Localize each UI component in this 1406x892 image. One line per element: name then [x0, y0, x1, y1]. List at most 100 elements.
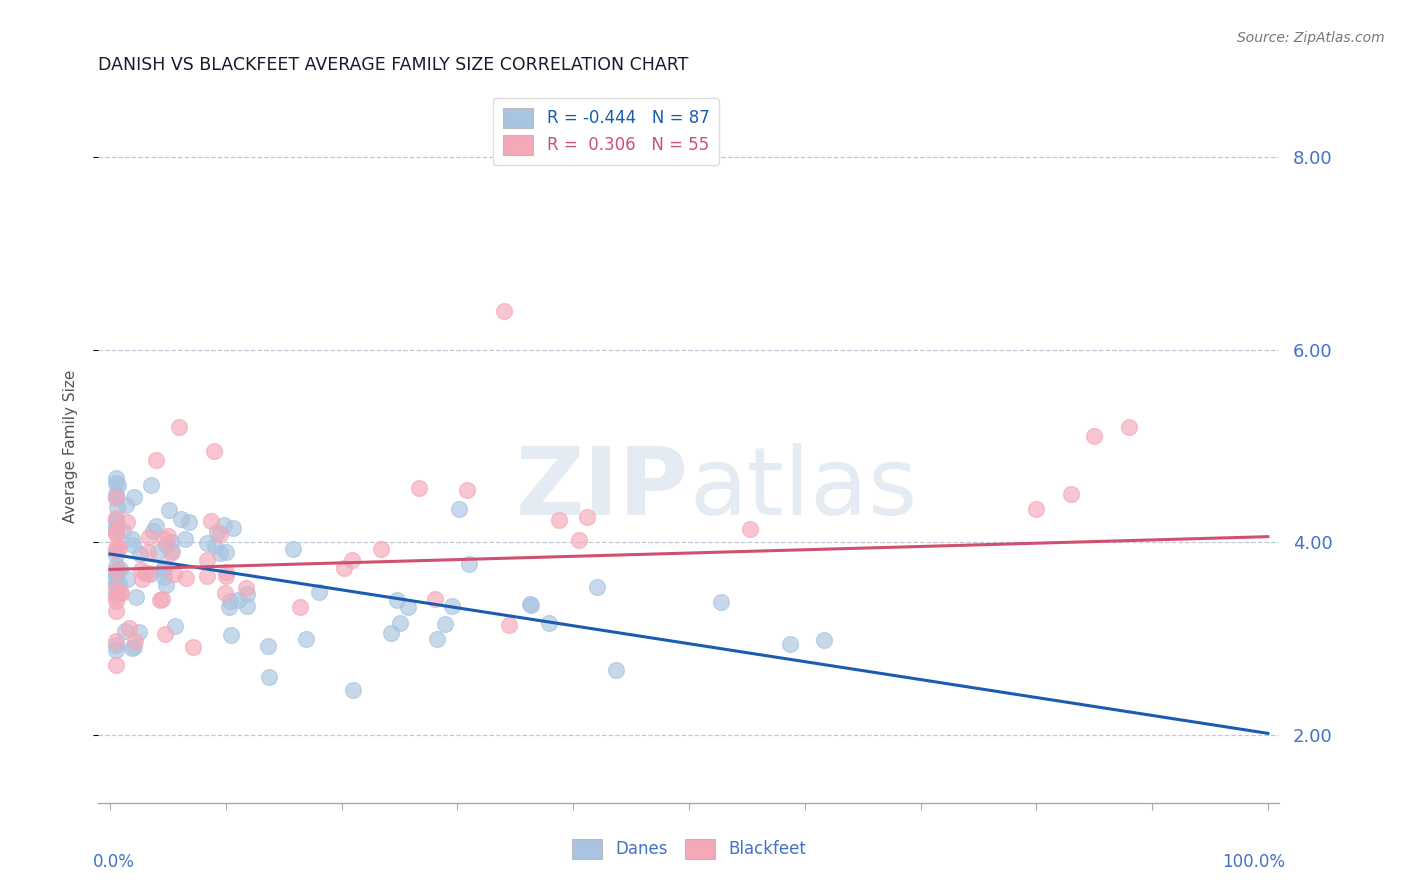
Point: [124, 634, 146, 648]
Point: [142, 524, 165, 538]
Point: [110, 585, 132, 599]
Point: [295, 632, 318, 647]
Point: [342, 683, 364, 698]
Text: ZIP: ZIP: [516, 442, 689, 535]
Point: [215, 569, 238, 583]
Point: [104, 594, 127, 608]
Point: [169, 419, 191, 434]
Point: [1118, 419, 1140, 434]
Point: [145, 519, 167, 533]
Legend: Danes, Blackfeet: Danes, Blackfeet: [565, 832, 813, 866]
Point: [380, 626, 402, 640]
Point: [157, 529, 180, 543]
Point: [104, 587, 127, 601]
Point: [153, 627, 176, 641]
Point: [498, 618, 520, 632]
Point: [131, 573, 153, 587]
Point: [308, 585, 330, 599]
Point: [181, 640, 204, 654]
Point: [105, 500, 128, 515]
Point: [235, 582, 257, 596]
Point: [105, 539, 128, 553]
Point: [520, 599, 543, 613]
Point: [107, 478, 129, 492]
Point: [204, 539, 226, 553]
Point: [108, 541, 131, 555]
Point: [121, 532, 143, 546]
Point: [104, 513, 127, 527]
Point: [163, 619, 186, 633]
Point: [104, 516, 127, 530]
Point: [257, 639, 280, 653]
Point: [388, 615, 411, 630]
Point: [458, 558, 481, 572]
Point: [122, 640, 145, 655]
Point: [104, 638, 127, 652]
Point: [104, 559, 127, 574]
Point: [408, 482, 430, 496]
Point: [114, 624, 136, 638]
Point: [104, 604, 127, 618]
Point: [605, 663, 627, 677]
Point: [434, 617, 457, 632]
Point: [115, 573, 138, 587]
Point: [145, 453, 167, 467]
Point: [105, 563, 128, 577]
Point: [205, 524, 228, 539]
Point: [710, 595, 733, 609]
Point: [813, 632, 835, 647]
Point: [159, 547, 181, 561]
Point: [104, 548, 127, 562]
Point: [104, 570, 127, 584]
Point: [385, 593, 408, 607]
Y-axis label: Average Family Size: Average Family Size: [63, 369, 77, 523]
Point: [118, 621, 141, 635]
Point: [108, 577, 131, 591]
Point: [157, 503, 180, 517]
Point: [779, 637, 801, 651]
Point: [104, 525, 127, 540]
Point: [1060, 487, 1083, 501]
Point: [155, 578, 177, 592]
Point: [218, 594, 240, 608]
Point: [150, 591, 173, 606]
Point: [492, 304, 515, 318]
Point: [163, 566, 186, 581]
Point: [218, 600, 240, 615]
Point: [152, 563, 174, 577]
Point: [195, 536, 218, 550]
Point: [153, 570, 176, 584]
Point: [121, 640, 143, 655]
Point: [104, 490, 127, 504]
Point: [136, 545, 159, 559]
Point: [1025, 501, 1047, 516]
Point: [257, 670, 280, 684]
Text: DANISH VS BLACKFEET AVERAGE FAMILY SIZE CORRELATION CHART: DANISH VS BLACKFEET AVERAGE FAMILY SIZE …: [98, 56, 689, 74]
Point: [136, 566, 159, 580]
Point: [215, 544, 238, 558]
Point: [128, 547, 150, 561]
Point: [104, 527, 127, 541]
Point: [447, 501, 470, 516]
Point: [134, 566, 156, 581]
Point: [152, 532, 174, 546]
Point: [236, 599, 259, 613]
Point: [104, 575, 127, 590]
Point: [441, 599, 464, 613]
Point: [104, 576, 127, 591]
Point: [568, 533, 591, 548]
Point: [214, 586, 236, 600]
Point: [548, 513, 571, 527]
Point: [575, 509, 598, 524]
Point: [519, 597, 541, 611]
Point: [177, 515, 200, 529]
Point: [104, 475, 127, 490]
Point: [138, 530, 160, 544]
Point: [131, 563, 153, 577]
Point: [104, 568, 127, 582]
Point: [370, 541, 392, 556]
Text: 100.0%: 100.0%: [1222, 853, 1285, 871]
Point: [396, 600, 419, 615]
Text: atlas: atlas: [689, 442, 917, 535]
Point: [195, 568, 218, 582]
